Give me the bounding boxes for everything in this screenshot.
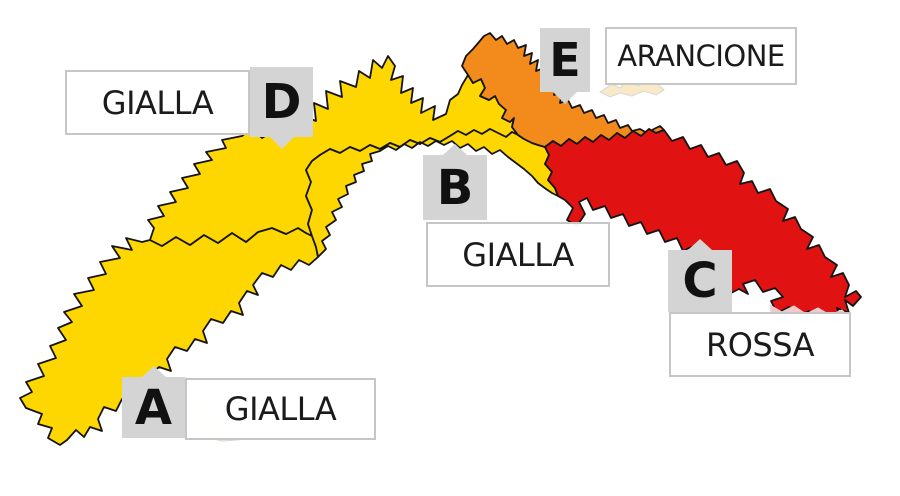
zone-e-alert-box: ARANCIONE: [605, 27, 797, 85]
zone-d-alert-box: GIALLA: [65, 70, 250, 135]
zone-a-alert-label: GIALLA: [224, 390, 337, 428]
zone-b-letter: B: [436, 159, 474, 216]
zone-a-badge: A: [122, 366, 185, 438]
zone-a-badge-pointer-icon: [141, 366, 166, 377]
zone-c-region[interactable]: [544, 128, 862, 322]
zone-b-badge-pointer-icon: [443, 144, 467, 155]
zone-e-badge-pointer-icon: [552, 91, 578, 104]
zone-d-alert-label: GIALLA: [101, 83, 214, 122]
zone-c-alert-label: ROSSA: [705, 325, 815, 364]
zone-c-alert-box: ROSSA: [669, 312, 851, 377]
zone-b-region[interactable]: [305, 128, 559, 258]
zone-e-badge: E: [540, 28, 590, 104]
zone-e-alert-label: ARANCIONE: [617, 39, 785, 73]
zone-c-badge: C: [668, 239, 732, 312]
zone-b-badge: B: [423, 144, 487, 220]
zone-c-badge-pointer-icon: [688, 239, 712, 250]
zone-d-badge-pointer-icon: [268, 136, 295, 149]
zone-d-badge: D: [250, 67, 313, 149]
zone-b-alert-label: GIALLA: [462, 235, 574, 274]
zone-e-letter: E: [549, 33, 581, 87]
zone-a-alert-box: GIALLA: [185, 378, 376, 440]
zone-a-letter: A: [134, 379, 173, 436]
zone-d-letter: D: [261, 74, 302, 130]
zone-c-letter: C: [682, 253, 718, 309]
zone-b-alert-box: GIALLA: [426, 222, 610, 287]
